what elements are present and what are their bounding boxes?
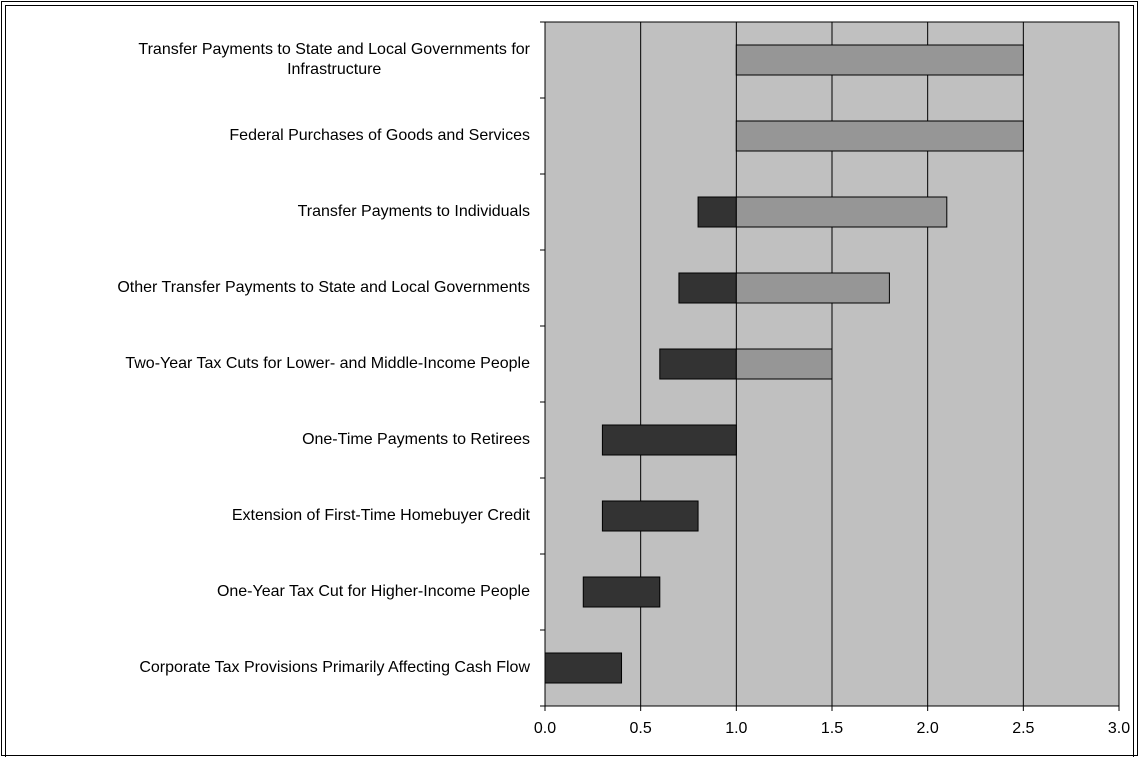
chart-frame [5,5,1134,757]
bar-segment-low [659,348,737,380]
bar-segment-low [544,652,623,684]
bar-segment-low [678,272,737,304]
x-tick-label: 2.5 [1012,720,1035,737]
x-tick-label: 2.0 [916,720,939,737]
category-label: Other Transfer Payments to State and Loc… [117,279,530,296]
category-label: One-Year Tax Cut for Higher-Income Peopl… [216,583,530,600]
category-label: Federal Purchases of Goods and Services [229,127,530,144]
bar-segment-low [697,196,737,228]
category-label: Extension of First-Time Homebuyer Credit [231,507,530,524]
bars [544,44,1024,684]
category-label: Transfer Payments to Individuals [297,203,530,220]
x-tick-label: 1.0 [725,720,748,737]
x-tick-label: 3.0 [1107,720,1131,737]
bar-segment-high [735,44,1024,76]
bar-segment-low [601,424,737,456]
category-label: Transfer Payments to State and Local Gov… [138,41,530,78]
bar-segment-low [601,500,699,532]
category-label: Two-Year Tax Cuts for Lower- and Middle-… [125,355,530,372]
category-label: One-Time Payments to Retirees [302,431,530,448]
x-tick-label: 1.5 [820,720,844,737]
x-tick-label: 0.5 [629,720,652,737]
bar-segment-high [735,348,833,380]
bar-segment-low [582,576,661,608]
bar-segment-high [735,120,1024,152]
x-tick-label: 0.0 [533,720,557,737]
axes [540,21,1120,711]
category-label: Corporate Tax Provisions Primarily Affec… [139,659,530,676]
bar-segment-high [735,196,948,228]
bar-segment-high [735,272,890,304]
